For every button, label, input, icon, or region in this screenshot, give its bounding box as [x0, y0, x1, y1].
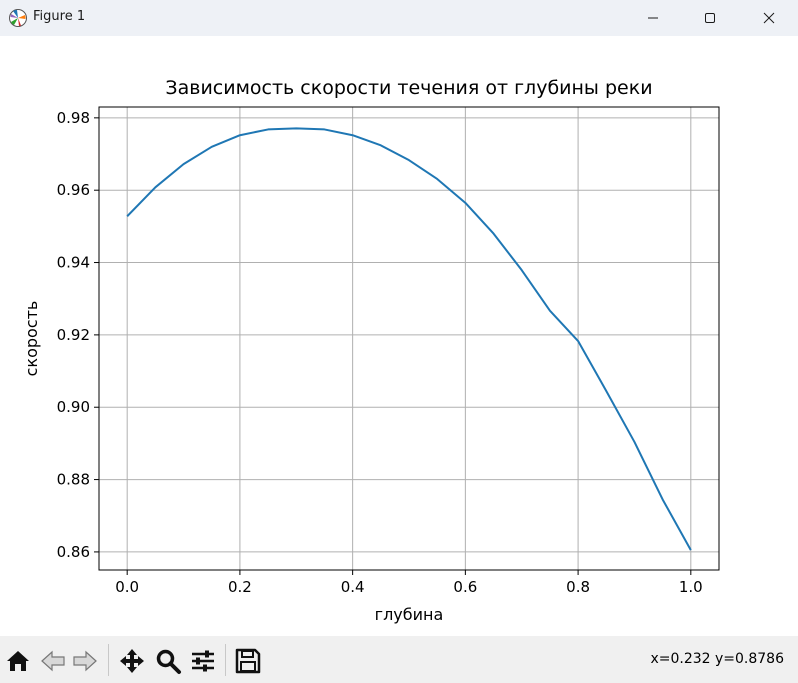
toolbar-separator [108, 644, 109, 676]
save-icon [235, 648, 261, 674]
zoom-icon [156, 649, 181, 674]
zoom-button[interactable] [153, 646, 183, 676]
y-tick-label: 0.92 [57, 326, 90, 344]
line-chart: 0.0 0.2 0.4 0.6 0.8 1.0 0.86 0.88 0.90 0.92 0.94 0.… [22, 77, 720, 624]
back-icon [41, 650, 65, 672]
matplotlib-logo-icon [9, 9, 27, 27]
x-tick-label: 1.0 [679, 578, 703, 596]
ticks: 0.0 0.2 0.4 0.6 0.8 1.0 0.86 0.88 0.90 0.92 0.94 0.… [57, 109, 703, 596]
navigation-toolbar: x=0.232 y=0.8786 [0, 636, 798, 683]
forward-icon [73, 650, 97, 672]
close-button[interactable] [746, 0, 792, 36]
y-axis-label: скорость [22, 301, 41, 377]
y-tick-label: 0.94 [57, 254, 90, 272]
x-axis-label: глубина [375, 605, 444, 624]
pan-icon [120, 649, 144, 673]
title-bar[interactable]: Figure 1 [0, 0, 798, 36]
grid [99, 107, 719, 570]
x-tick-label: 0.8 [566, 578, 590, 596]
x-tick-label: 0.2 [228, 578, 252, 596]
x-tick-label: 0.6 [453, 578, 477, 596]
minimize-icon [648, 17, 658, 19]
x-tick-label: 0.0 [115, 578, 139, 596]
toolbar-separator [225, 644, 226, 676]
close-icon [763, 12, 775, 24]
x-tick-label: 0.4 [341, 578, 365, 596]
maximize-button[interactable] [687, 0, 733, 36]
series-layer [126, 127, 692, 551]
axes-frame [98, 106, 720, 571]
forward-button[interactable] [70, 646, 100, 676]
maximize-icon [705, 13, 715, 23]
configure-subplots-icon [192, 650, 214, 672]
back-button[interactable] [38, 646, 68, 676]
pan-button[interactable] [117, 646, 147, 676]
window-title: Figure 1 [33, 9, 86, 24]
series-line [126, 127, 692, 551]
chart-title: Зависимость скорости течения от глубины … [165, 77, 652, 99]
y-tick-label: 0.86 [57, 543, 90, 561]
y-tick-label: 0.88 [57, 471, 90, 489]
home-icon [7, 651, 29, 671]
save-button[interactable] [233, 646, 263, 676]
y-tick-label: 0.90 [57, 398, 90, 416]
cursor-coordinates: x=0.232 y=0.8786 [650, 651, 784, 667]
figure-canvas[interactable]: 0.0 0.2 0.4 0.6 0.8 1.0 0.86 0.88 0.90 0.92 0.94 0.… [0, 36, 798, 636]
y-tick-label: 0.98 [57, 109, 90, 127]
configure-subplots-button[interactable] [188, 646, 218, 676]
y-tick-label: 0.96 [57, 181, 90, 199]
minimize-button[interactable] [630, 0, 676, 36]
home-button[interactable] [3, 646, 33, 676]
